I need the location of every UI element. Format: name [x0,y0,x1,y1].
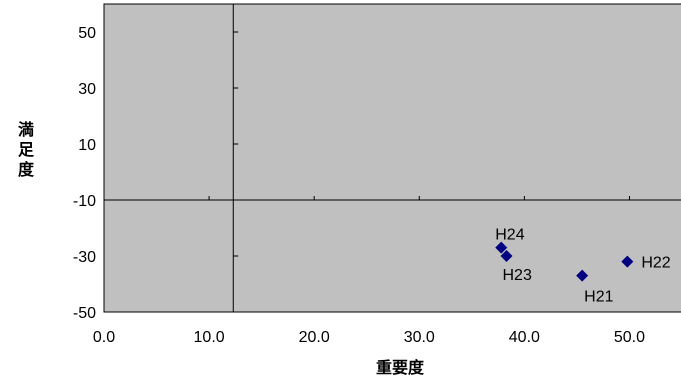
x-axis-ticks: 0.0 10.0 20.0 30.0 40.0 50.0 [93,196,645,346]
data-point-h22 [621,255,634,268]
y-tick-label: 10 [78,137,96,154]
y-tick-label: 30 [78,81,96,98]
x-tick-label: 30.0 [404,329,435,346]
plot-area [103,3,681,313]
data-point-h24 [495,241,508,254]
y-axis-title: 満足度 [18,120,35,179]
y-axis-title-char: 度 [18,160,35,179]
x-tick-label: 10.0 [194,329,225,346]
point-label-h22: H22 [641,255,670,272]
y-tick-label: -10 [73,193,96,210]
y-tick-label: -50 [73,305,96,322]
point-label-h21: H21 [584,289,613,306]
y-tick-label: 50 [78,25,96,42]
data-points [495,241,634,282]
x-tick-label: 40.0 [509,329,540,346]
x-tick-label: 20.0 [299,329,330,346]
y-axis-title-char: 満 [18,120,34,139]
x-axis-title: 重要度 [376,358,425,377]
y-tick-label: -30 [73,249,96,266]
data-point-h23 [500,250,513,262]
data-point-h21 [576,269,589,282]
point-label-h24: H24 [495,227,524,244]
y-axis-ticks: 50 30 10 -10 -30 -50 [73,25,239,322]
point-label-h23: H23 [502,267,531,284]
x-tick-label: 0.0 [93,329,115,346]
quadrant-lines [104,4,681,312]
y-axis-title-char: 足 [18,141,35,159]
point-labels: H21 H22 H23 H24 [495,227,671,306]
x-tick-label: 50.0 [614,329,645,346]
